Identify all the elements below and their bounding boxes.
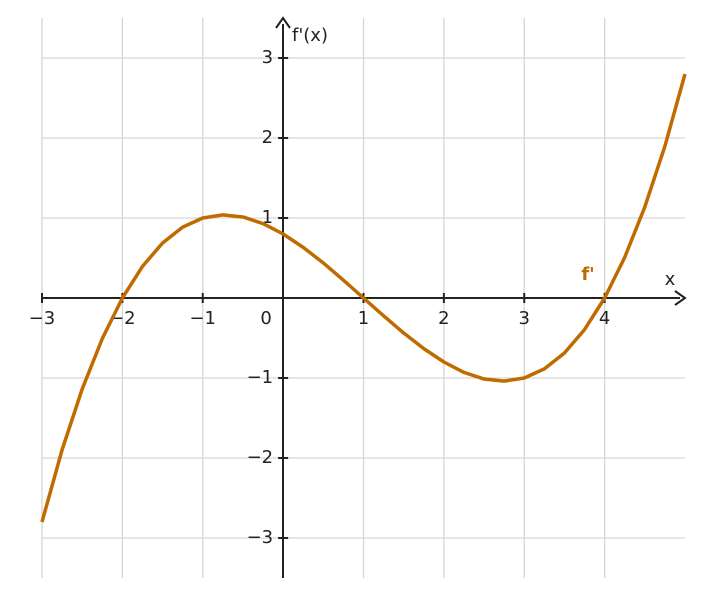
y-tick-label: 3 [262,47,273,68]
y-tick-label: 2 [262,127,273,148]
x-tick-label: −3 [29,308,56,329]
y-tick-label: −3 [247,527,274,548]
x-tick-label: −1 [189,308,216,329]
x-tick-label: 1 [358,308,369,329]
y-tick-label: −1 [247,367,274,388]
y-tick-label: 1 [262,207,273,228]
x-axis-label: x [665,269,676,290]
y-axis-label: f'(x) [292,25,328,46]
series-label: f' [581,264,594,285]
x-arrow [674,290,687,306]
y-arrow [275,16,291,29]
x-tick-label: 4 [599,308,610,329]
y-tick-label: −2 [247,447,274,468]
x-tick-label: 3 [519,308,530,329]
x-tick-label: 2 [438,308,449,329]
curve [40,73,687,523]
x-tick-label: 0 [260,308,271,329]
